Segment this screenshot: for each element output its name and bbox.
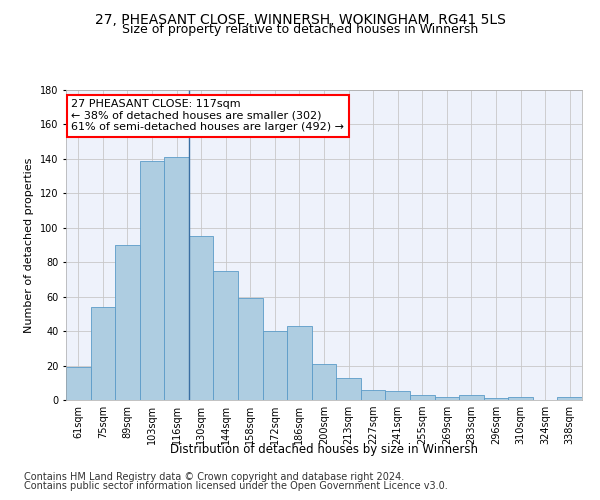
- Bar: [434, 396, 459, 400]
- Bar: [508, 396, 533, 400]
- Bar: [263, 331, 287, 400]
- Bar: [385, 392, 410, 400]
- Bar: [115, 245, 140, 400]
- Bar: [189, 236, 214, 400]
- Bar: [91, 307, 115, 400]
- Bar: [164, 157, 189, 400]
- Bar: [312, 364, 336, 400]
- Bar: [557, 396, 582, 400]
- Bar: [287, 326, 312, 400]
- Bar: [410, 395, 434, 400]
- Text: 27 PHEASANT CLOSE: 117sqm
← 38% of detached houses are smaller (302)
61% of semi: 27 PHEASANT CLOSE: 117sqm ← 38% of detac…: [71, 100, 344, 132]
- Bar: [361, 390, 385, 400]
- Bar: [238, 298, 263, 400]
- Y-axis label: Number of detached properties: Number of detached properties: [25, 158, 34, 332]
- Text: 27, PHEASANT CLOSE, WINNERSH, WOKINGHAM, RG41 5LS: 27, PHEASANT CLOSE, WINNERSH, WOKINGHAM,…: [95, 12, 505, 26]
- Bar: [336, 378, 361, 400]
- Bar: [214, 271, 238, 400]
- Text: Distribution of detached houses by size in Winnersh: Distribution of detached houses by size …: [170, 442, 478, 456]
- Bar: [140, 160, 164, 400]
- Bar: [459, 395, 484, 400]
- Bar: [66, 368, 91, 400]
- Text: Contains public sector information licensed under the Open Government Licence v3: Contains public sector information licen…: [24, 481, 448, 491]
- Bar: [484, 398, 508, 400]
- Text: Size of property relative to detached houses in Winnersh: Size of property relative to detached ho…: [122, 22, 478, 36]
- Text: Contains HM Land Registry data © Crown copyright and database right 2024.: Contains HM Land Registry data © Crown c…: [24, 472, 404, 482]
